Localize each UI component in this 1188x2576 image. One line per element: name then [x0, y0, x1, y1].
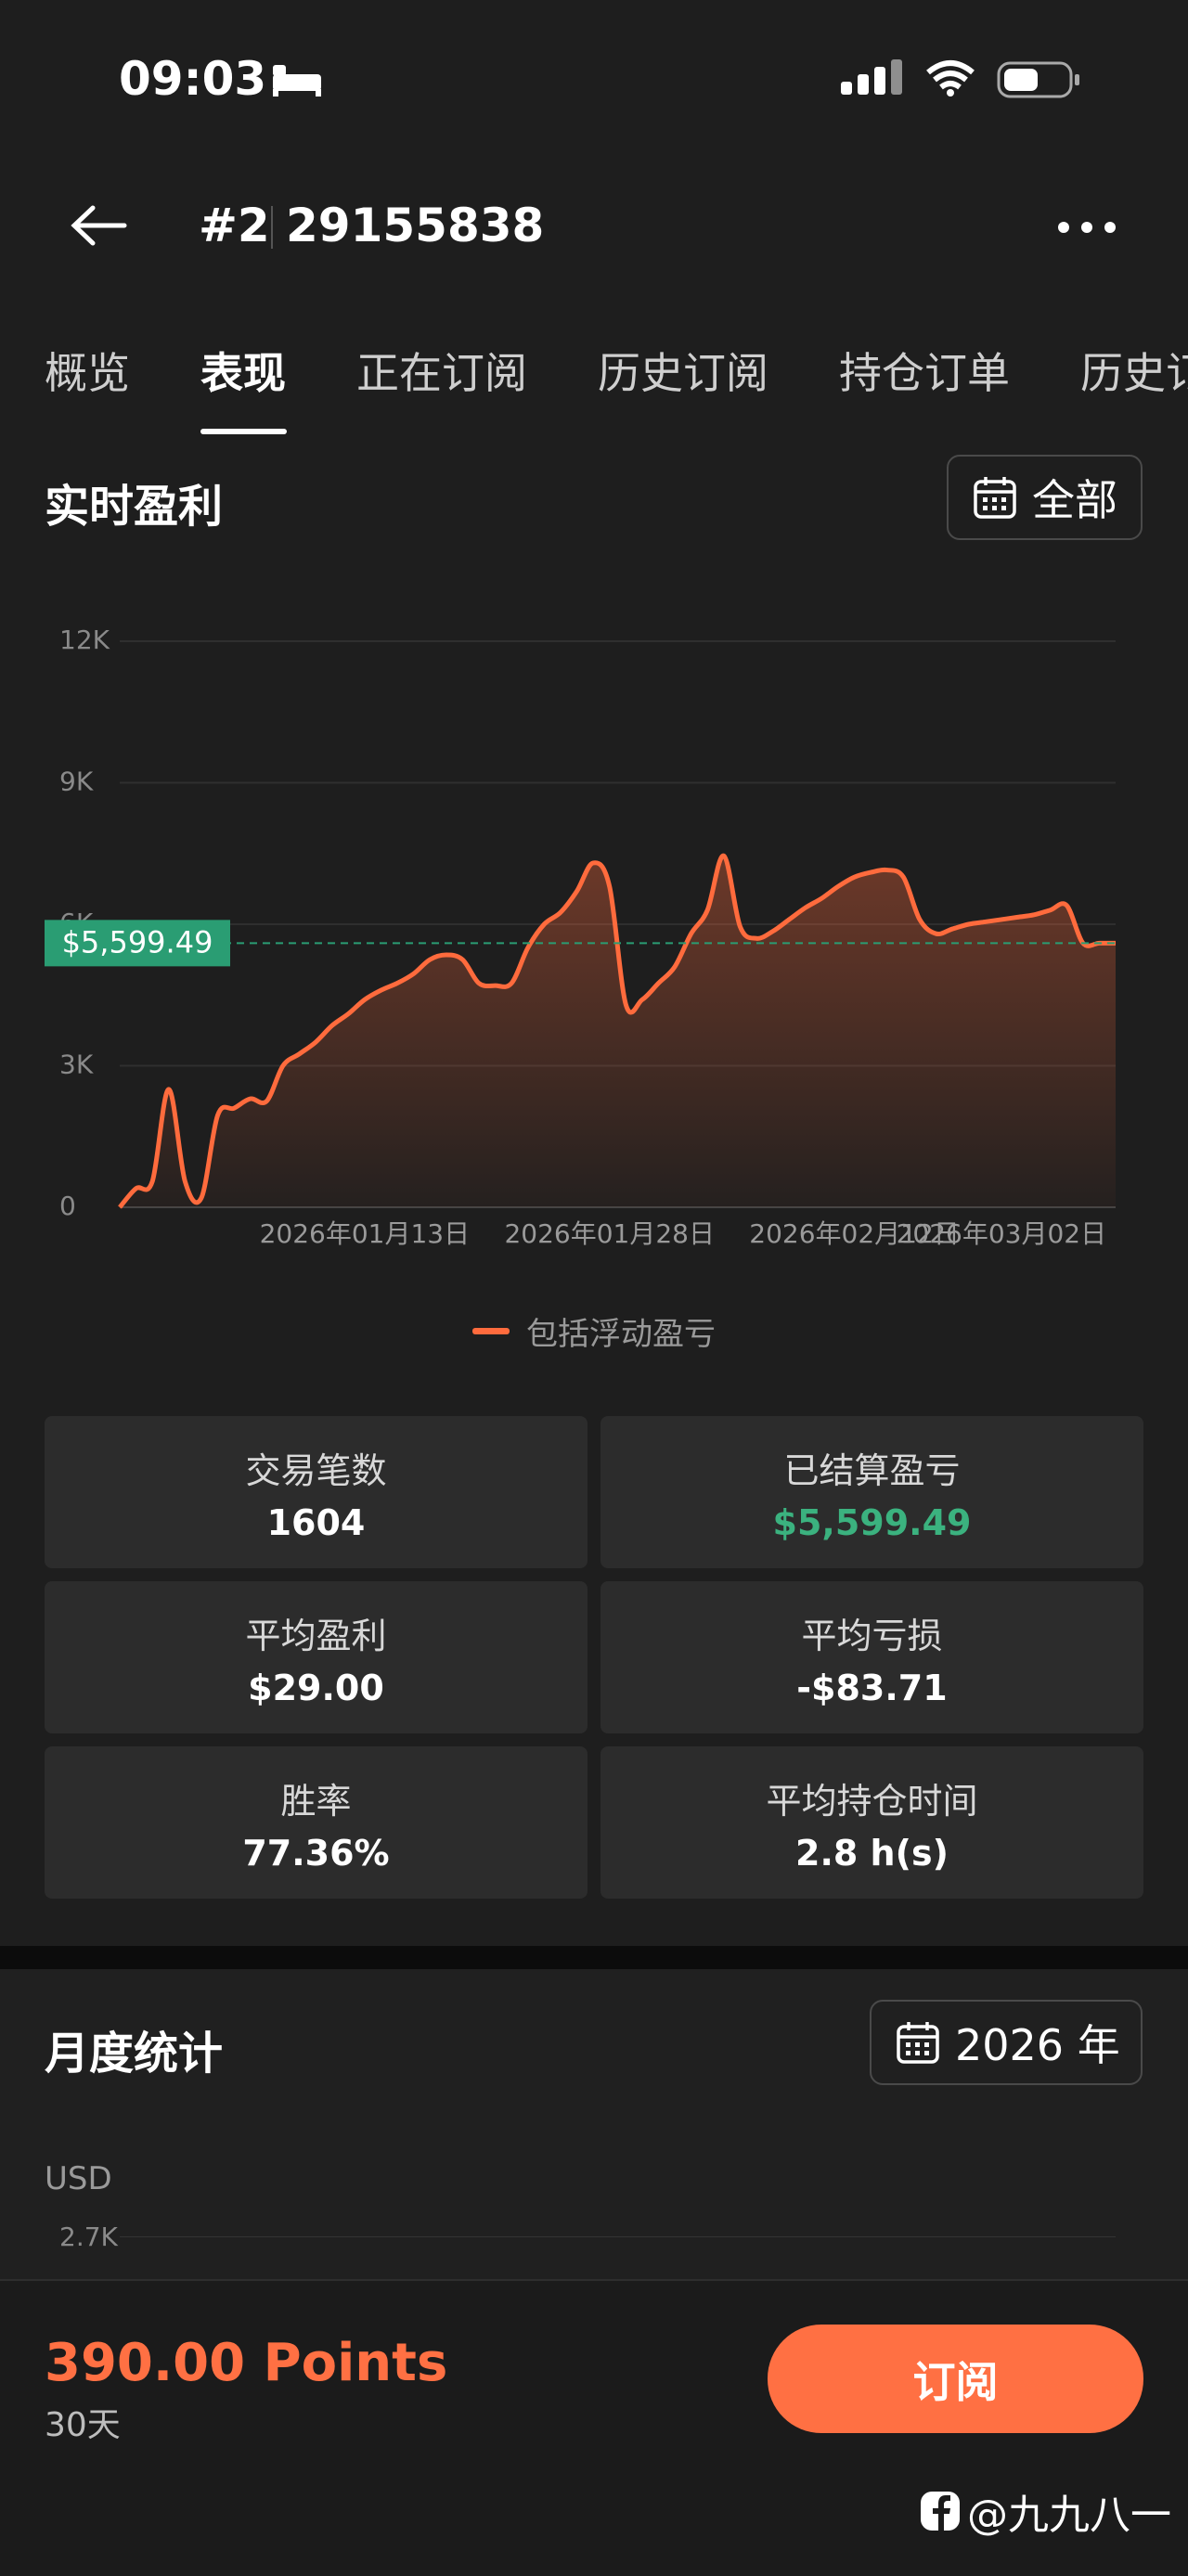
price: 390.00 Points	[45, 2333, 448, 2393]
stat-value: $5,599.49	[772, 1501, 972, 1543]
stat-label: 已结算盈亏	[783, 1449, 961, 1491]
stat-value: $29.00	[248, 1667, 384, 1708]
stat-card: 平均盈利 $29.00	[45, 1581, 588, 1733]
period: 30天	[45, 2406, 121, 2444]
tab[interactable]: 概览	[45, 348, 130, 398]
y-tick-label: 12K	[59, 625, 110, 655]
section-title: 实时盈利	[45, 481, 224, 533]
tab[interactable]: 历史订阅	[598, 348, 768, 398]
y-tick-label: 9K	[59, 766, 94, 797]
y-tick-label: 0	[59, 1191, 76, 1221]
watermark: @九九八一	[919, 2481, 1171, 2541]
stats-grid: 交易笔数 1604 已结算盈亏 $5,599.49 平均盈利 $29.00 平均亏损 -$83…	[45, 1416, 1143, 1899]
status-icons	[841, 59, 1079, 98]
unit-label: USD	[45, 2160, 112, 2197]
filter-label: 全部	[1032, 475, 1117, 525]
x-tick-label: 2026年01月28日	[504, 1218, 715, 1249]
year-label: 2026 年	[955, 2020, 1120, 2070]
monthly-section	[0, 1969, 1188, 2285]
tab-indicator	[200, 429, 287, 434]
area	[120, 856, 1116, 1207]
calendar-icon	[974, 477, 1016, 519]
stat-label: 平均盈利	[245, 1615, 387, 1656]
sleep-icon	[273, 65, 321, 97]
x-tick-label: 2026年01月13日	[260, 1218, 471, 1249]
account-number: #2	[199, 199, 270, 252]
stat-value: 77.36%	[242, 1832, 390, 1874]
stat-card: 胜率 77.36%	[45, 1746, 588, 1899]
reference-badge	[45, 920, 230, 967]
legend: 包括浮动盈亏	[0, 1308, 1188, 1354]
calendar-icon	[897, 2022, 939, 2064]
monthly-title: 月度统计	[45, 2028, 224, 2080]
y-tick-label: 2.7K	[59, 2222, 118, 2252]
legend-label: 包括浮动盈亏	[526, 1316, 716, 1353]
status-time: 09:03	[119, 52, 267, 106]
back-button[interactable]	[67, 202, 132, 249]
watermark-text: @九九八一	[967, 2492, 1171, 2539]
watermark-icon	[921, 2492, 960, 2531]
subscribe-button[interactable]: 订阅	[768, 2325, 1143, 2433]
stat-card: 平均持仓时间 2.8 h(s)	[600, 1746, 1143, 1899]
chart: 03K6K9K12K2026年01月13日2026年01月28日2026年02月…	[45, 625, 1117, 1249]
account-id: 29155838	[286, 199, 545, 252]
stat-card: 已结算盈亏 $5,599.49	[600, 1416, 1143, 1568]
stat-value: 2.8 h(s)	[795, 1832, 949, 1874]
tab[interactable]: 正在订阅	[356, 348, 527, 398]
x-tick-label: 2026年03月02日	[897, 1218, 1107, 1249]
stat-card: 平均亏损 -$83.71	[600, 1581, 1143, 1733]
range-filter[interactable]: 全部	[947, 455, 1143, 540]
y-tick-label: 3K	[59, 1050, 94, 1080]
grid-line	[120, 2236, 1116, 2237]
stat-label: 平均亏损	[801, 1615, 943, 1656]
tab-bar: 概览 表现 正在订阅 历史订阅 持仓订单 历史订单	[45, 340, 1188, 401]
stat-card: 交易笔数 1604	[45, 1416, 588, 1568]
stat-value: -$83.71	[796, 1667, 948, 1708]
tab[interactable]: 历史订单	[1080, 348, 1188, 398]
year-filter[interactable]: 2026 年	[870, 2000, 1143, 2085]
stat-value: 1604	[266, 1501, 366, 1543]
tab[interactable]: 持仓订单	[839, 348, 1010, 398]
reference-label: $5,599.49	[62, 924, 213, 960]
separator	[271, 206, 273, 249]
legend-swatch	[472, 1328, 510, 1334]
more-button[interactable]	[1054, 213, 1119, 241]
line	[118, 853, 1117, 1209]
section-divider	[0, 1946, 1188, 1969]
x-tick-label: 2026年02月12日	[749, 1218, 960, 1249]
stat-label: 交易笔数	[245, 1449, 387, 1491]
stat-label: 胜率	[280, 1780, 352, 1822]
tab[interactable]: 表现	[200, 348, 286, 398]
stat-label: 平均持仓时间	[766, 1780, 978, 1822]
